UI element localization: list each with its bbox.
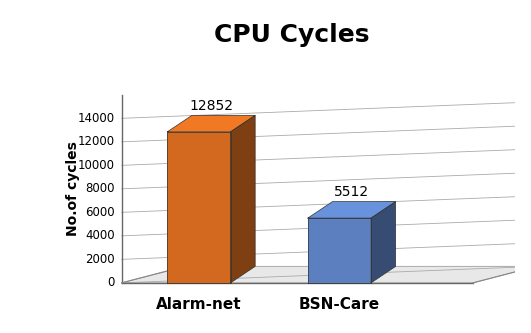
Polygon shape xyxy=(308,218,371,283)
Text: 4000: 4000 xyxy=(85,229,115,242)
Text: 14000: 14000 xyxy=(78,112,115,125)
Text: 2000: 2000 xyxy=(85,253,115,266)
Polygon shape xyxy=(371,201,396,283)
Text: CPU Cycles: CPU Cycles xyxy=(215,23,370,47)
Text: 12852: 12852 xyxy=(189,99,233,113)
Text: BSN-Care: BSN-Care xyxy=(299,297,380,312)
Text: 0: 0 xyxy=(107,276,115,289)
Polygon shape xyxy=(167,132,230,283)
Text: 8000: 8000 xyxy=(85,182,115,195)
Polygon shape xyxy=(167,115,255,132)
Text: Alarm-net: Alarm-net xyxy=(156,297,242,312)
Text: No.of cycles: No.of cycles xyxy=(65,142,80,236)
Text: 12000: 12000 xyxy=(78,135,115,148)
Polygon shape xyxy=(122,266,531,283)
Polygon shape xyxy=(230,115,255,283)
Polygon shape xyxy=(308,201,396,218)
Text: 10000: 10000 xyxy=(78,159,115,172)
Text: 5512: 5512 xyxy=(334,185,370,199)
Text: 6000: 6000 xyxy=(85,206,115,219)
